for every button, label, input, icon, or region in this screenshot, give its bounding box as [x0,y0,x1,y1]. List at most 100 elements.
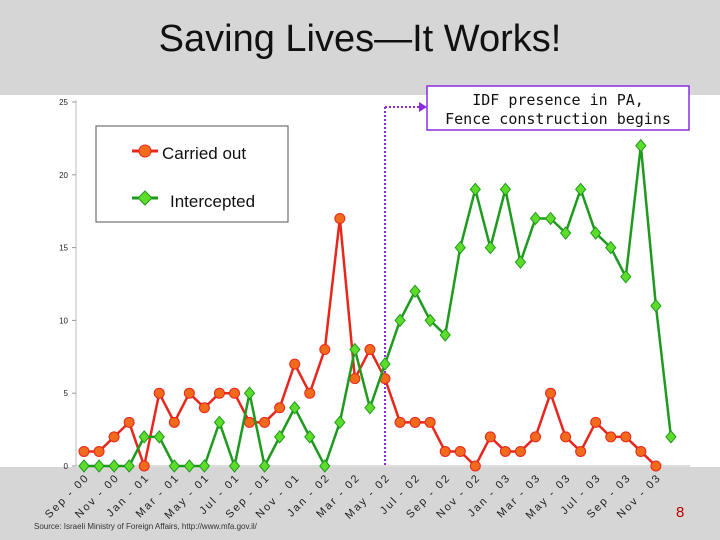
data-point-intercepted [304,430,316,444]
event-arrowhead [419,102,427,112]
data-point-intercepted [605,240,617,255]
y-tick-label: 5 [64,389,69,398]
data-point-carried-out [514,445,526,457]
data-point-carried-out [244,416,256,428]
event-marker-line [384,102,427,466]
data-point-carried-out [605,431,617,443]
data-point-carried-out [575,445,587,457]
data-point-intercepted [409,284,421,299]
data-point-intercepted [258,459,271,473]
data-point-intercepted [469,182,481,197]
data-point-carried-out [334,212,346,224]
data-point-intercepted [198,459,211,473]
data-point-intercepted [213,415,226,430]
y-tick-label: 10 [59,316,68,325]
data-point-carried-out [499,445,511,457]
slide-title: Saving Lives—It Works! [158,18,562,60]
annotation-box [426,85,690,131]
data-point-intercepted [123,459,135,473]
data-point-carried-out [439,445,451,457]
data-point-intercepted [559,226,572,240]
data-point-carried-out [259,416,271,428]
data-point-intercepted [620,269,632,284]
y-tick-label: 15 [59,244,68,253]
series-line-intercepted [84,145,673,471]
data-point-carried-out [530,431,541,443]
data-point-intercepted [424,313,436,328]
data-point-intercepted [394,313,406,328]
data-point-intercepted [635,138,647,153]
data-point-intercepted [544,211,557,226]
legend-label-carried-out: Carried out [162,144,246,163]
data-point-intercepted [484,240,497,255]
data-point-carried-out [620,431,632,443]
data-point-carried-out [560,431,572,443]
data-point-intercepted [168,459,180,473]
y-tick-label: 20 [59,171,68,180]
data-point-intercepted [138,430,150,444]
data-point-intercepted [183,459,196,473]
data-point-intercepted [590,226,602,240]
legend-box [95,125,289,223]
legend-marker-intercepted [137,190,153,206]
data-point-carried-out [454,445,466,457]
data-point-intercepted [439,328,451,342]
series-layer [78,138,677,473]
data-point-carried-out [409,416,421,428]
data-point-carried-out [394,416,406,428]
data-point-carried-out [469,460,481,472]
data-point-carried-out [78,445,90,457]
page-number: 8 [676,504,685,521]
data-point-intercepted [289,400,301,415]
data-point-intercepted [78,459,90,473]
data-point-intercepted [574,182,587,197]
data-point-intercepted [273,430,286,444]
data-point-carried-out [198,402,210,414]
data-point-intercepted [529,211,542,226]
annotation: IDF presence in PA, Fence construction b… [426,85,690,131]
data-point-carried-out [289,358,301,370]
data-point-carried-out [349,373,361,385]
data-point-intercepted [454,240,466,255]
data-point-intercepted [514,255,527,269]
data-point-intercepted [228,459,241,473]
data-point-carried-out [635,445,647,457]
legend-marker-carried-out [138,144,152,158]
data-point-carried-out [590,416,602,428]
data-point-intercepted [364,400,376,415]
data-point-carried-out [545,387,557,399]
data-point-carried-out [274,402,286,414]
annotation-line-1: IDF presence in PA, [472,91,644,109]
data-point-carried-out [650,460,662,472]
data-point-carried-out [364,344,376,356]
data-point-carried-out [123,416,135,428]
data-point-carried-out [319,344,331,356]
data-point-carried-out [424,416,436,428]
data-point-carried-out [153,387,165,399]
data-point-carried-out [138,460,150,472]
data-point-carried-out [213,387,225,399]
data-point-intercepted [108,459,120,473]
data-point-carried-out [168,416,180,428]
y-ticks: 0 5 10 15 20 25 [59,98,76,471]
data-point-carried-out [484,431,496,443]
annotation-line-2: Fence construction begins [445,110,671,128]
data-point-carried-out [304,387,316,399]
data-point-intercepted [650,299,662,313]
legend: Carried out Intercepted [95,125,289,223]
data-point-carried-out [108,431,120,443]
data-point-intercepted [379,357,391,371]
data-point-intercepted [499,182,512,197]
data-point-carried-out [93,445,105,457]
data-point-intercepted [153,430,165,444]
data-point-intercepted [349,342,361,357]
data-point-carried-out [229,387,240,399]
legend-label-intercepted: Intercepted [170,192,255,211]
data-point-intercepted [243,386,256,400]
data-point-intercepted [319,459,331,473]
data-point-intercepted [334,415,346,430]
y-tick-label: 0 [64,462,69,471]
y-tick-label: 25 [59,98,68,107]
